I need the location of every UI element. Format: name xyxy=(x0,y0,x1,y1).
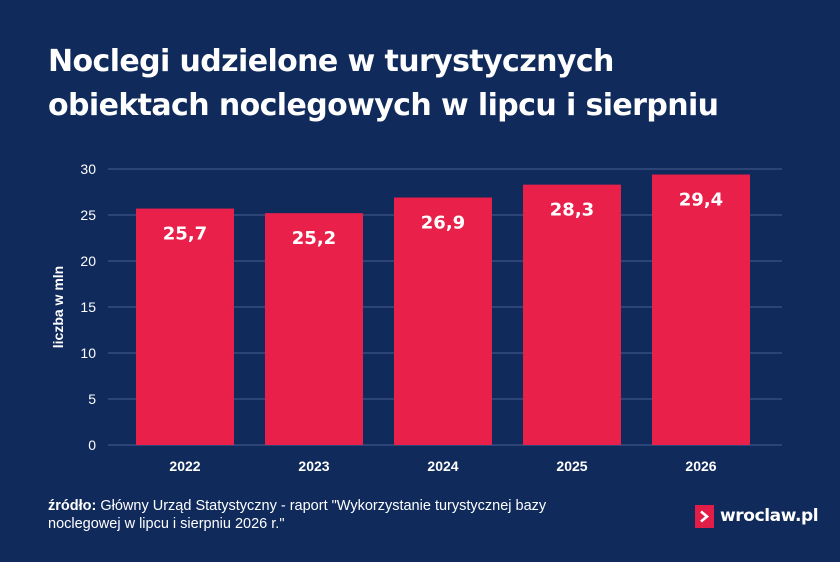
y-tick-label: 10 xyxy=(80,345,96,361)
x-tick-label: 2025 xyxy=(556,458,587,474)
bar xyxy=(523,184,621,445)
bar xyxy=(652,174,750,445)
y-tick-label: 0 xyxy=(88,437,96,453)
y-tick-label: 5 xyxy=(88,391,96,407)
bar xyxy=(394,197,492,445)
bar-value-label: 25,7 xyxy=(163,224,207,245)
bar-value-label: 26,9 xyxy=(421,213,465,234)
source-label: źródło: xyxy=(48,498,97,514)
x-tick-label: 2026 xyxy=(685,458,716,474)
x-tick-label: 2023 xyxy=(298,458,329,474)
y-tick-label: 30 xyxy=(80,161,96,177)
source-text: Główny Urząd Statystyczny - raport "Wyko… xyxy=(48,498,547,532)
source-note: źródło: Główny Urząd Statystyczny - rapo… xyxy=(48,497,608,533)
x-tick-label: 2024 xyxy=(427,458,458,474)
chevron-right-icon xyxy=(695,504,714,528)
title-line-1: Noclegi udzielone w turystycznych xyxy=(48,44,614,79)
title-line-2: obiektach noclegowych w lipcu i sierpniu xyxy=(48,88,719,123)
y-tick-label: 25 xyxy=(80,207,96,223)
y-tick-label: 15 xyxy=(80,299,96,315)
bar-value-label: 28,3 xyxy=(550,200,594,221)
y-axis-label: liczba w mln xyxy=(50,266,66,348)
bar-value-label: 25,2 xyxy=(292,228,336,249)
y-tick-label: 20 xyxy=(80,253,96,269)
bar-value-label: 29,4 xyxy=(679,190,723,211)
logo: wroclaw.pl xyxy=(695,503,819,529)
bar xyxy=(136,208,234,445)
x-tick-label: 2022 xyxy=(169,458,200,474)
bar xyxy=(265,213,363,445)
page-title: Noclegi udzielone w turystycznych obiekt… xyxy=(48,40,808,128)
logo-text: wroclaw.pl xyxy=(720,506,819,526)
